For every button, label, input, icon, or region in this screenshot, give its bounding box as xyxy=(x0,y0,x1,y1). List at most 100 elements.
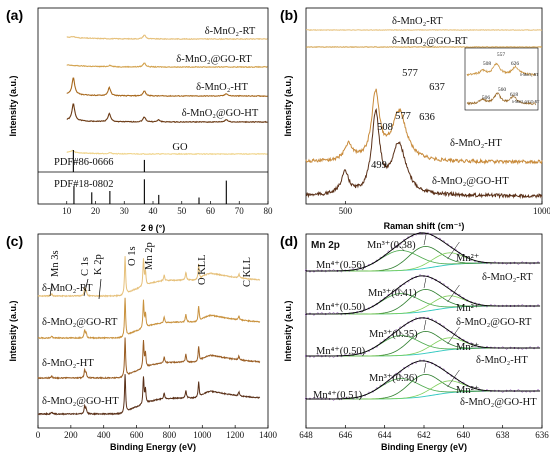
panel-a-label-1: δ-MnO₂-RT xyxy=(205,26,256,37)
tick-label: 0 xyxy=(36,430,41,440)
tick-label: 1400 xyxy=(259,430,278,440)
panel-c-ylabel: Intensity (a.u.) xyxy=(8,300,18,361)
inset-peak-626: 626 xyxy=(511,61,520,67)
panel-d-xlabel: Binding Energy (eV) xyxy=(381,442,467,452)
panel-c-peak-c1s: C 1s xyxy=(80,257,91,276)
panel-d-mn2-4: Mn²⁺ xyxy=(456,385,479,396)
tick-label: 642 xyxy=(417,430,431,440)
panel-b-peak-508: 508 xyxy=(377,122,393,133)
panel-b-inset: 557 508 626 560 506 618 δ-MnO₂-RT δ-MnO₂… xyxy=(464,47,540,111)
panel-c-plot xyxy=(37,256,261,416)
panel-d-mn4-1: Mn⁴⁺(0.56) xyxy=(316,260,366,271)
tick-label: 60 xyxy=(206,206,216,216)
panel-b-ylabel: Intensity (a.u.) xyxy=(283,75,293,136)
panel-c: (c) 0 200 400 600 800 1000 1200 1400 Binding En… xyxy=(6,233,278,452)
inset-label-go-rt: δ-MnO₂@GO-RT xyxy=(512,100,540,104)
tick-label: 30 xyxy=(120,206,130,216)
tick-label: 600 xyxy=(130,430,144,440)
panel-b-label-1: δ-MnO₂-RT xyxy=(392,16,443,27)
panel-b-peak-577-ht: 577 xyxy=(402,68,418,79)
panel-c-label-2: δ-MnO₂@GO-RT xyxy=(42,317,118,328)
panel-d-mn3-1: Mn³⁺(0.38) xyxy=(367,240,416,251)
panel-b-peak-499: 499 xyxy=(371,160,387,171)
mn3-pointer xyxy=(423,277,427,289)
panel-d-mn3-4: Mn³⁺(0.36) xyxy=(369,373,418,384)
tick-label: 70 xyxy=(235,206,245,216)
xrd-series-line xyxy=(66,62,268,69)
panel-b-peak-636: 636 xyxy=(419,112,435,123)
raman-series-line xyxy=(305,29,543,31)
panel-d-series-3: δ-MnO₂-HT xyxy=(476,355,528,366)
panel-a-ref-1: PDF#86-0666 xyxy=(54,157,114,168)
panel-c-peak-ckll: C KLL xyxy=(242,257,253,287)
panel-a-plot xyxy=(38,34,268,204)
panel-b-inset-plot xyxy=(466,62,537,106)
panel-d-mn3-3: Mn³⁺(0.35) xyxy=(369,329,418,340)
mn2-pointer xyxy=(447,326,460,345)
panel-c-letter: (c) xyxy=(6,233,23,249)
panel-c-peak-okll: O KLL xyxy=(197,254,208,285)
tick-label: 1000 xyxy=(193,430,212,440)
mn2p-data-point xyxy=(395,245,398,248)
raman-series-line xyxy=(305,46,543,48)
panel-d-mn2-1: Mn²⁺ xyxy=(456,253,479,264)
xps-survey-line xyxy=(37,374,261,416)
mn4-pointer xyxy=(398,287,405,295)
tick-label: 10 xyxy=(62,206,72,216)
panel-c-peak-k2p: K 2p xyxy=(93,254,104,275)
inset-peak-618: 618 xyxy=(510,92,519,98)
mn2p-fit-line xyxy=(306,275,541,315)
tick-label: 636 xyxy=(535,430,549,440)
panel-c-arrows xyxy=(49,278,102,300)
mn3-pointer xyxy=(423,234,427,246)
tick-label: 648 xyxy=(299,430,313,440)
panel-d-letter: (d) xyxy=(280,233,298,249)
panel-d-mn4-3: Mn⁴⁺(0.50) xyxy=(316,346,366,357)
panel-c-label-1: δ-MnO₂-RT xyxy=(42,283,93,294)
panel-b-ticks: 500 1000 xyxy=(339,201,550,216)
mn2p-data-point xyxy=(387,336,390,339)
panel-a-label-3: δ-MnO₂-HT xyxy=(196,82,248,93)
panel-c-xlabel: Binding Energy (eV) xyxy=(110,442,196,452)
panel-d-plot xyxy=(304,231,541,401)
panel-a: (a) 10 20 30 40 50 60 70 80 2 θ (°) Intensity (… xyxy=(6,7,273,233)
panel-d-title: Mn 2p xyxy=(311,240,340,251)
tick-label: 500 xyxy=(339,206,353,216)
panel-a-label-5: GO xyxy=(172,142,188,153)
panel-c-peak-mn2p: Mn 2p xyxy=(144,242,155,270)
tick-label: 646 xyxy=(339,430,353,440)
panel-c-peak-o1s: O 1s xyxy=(127,246,138,266)
tick-label: 1000 xyxy=(533,206,550,216)
mn2p-fit-line xyxy=(306,232,541,272)
mn3-pointer xyxy=(423,362,427,374)
panel-d-series-2: δ-MnO₂@GO-RT xyxy=(456,317,532,328)
panel-b-label-4: δ-MnO₂@GO-HT xyxy=(432,176,509,187)
panel-d-mn4-2: Mn⁴⁺(0.50) xyxy=(316,302,366,313)
panel-c-label-4: δ-MnO₂@GO-HT xyxy=(42,396,119,407)
panel-d: (d) 648 646 644 642 640 638 636 Mn 2p Binding … xyxy=(280,231,549,452)
panel-c-peak-mn3s: Mn 3s xyxy=(50,250,61,277)
mn2-pointer xyxy=(447,284,460,303)
mn2-pointer xyxy=(447,369,460,388)
tick-label: 80 xyxy=(264,206,274,216)
xps-survey-line xyxy=(37,297,261,340)
panel-d-mn3-2: Mn³⁺(0.41) xyxy=(368,288,417,299)
panel-b-label-2: δ-MnO₂@GO-RT xyxy=(392,36,468,47)
panel-d-series-4: δ-MnO₂@GO-HT xyxy=(460,397,537,408)
xrd-series-line xyxy=(66,77,268,98)
tick-label: 200 xyxy=(64,430,78,440)
mn3-pointer xyxy=(423,319,427,331)
inset-peak-506: 506 xyxy=(482,95,491,101)
panel-a-ref-2: PDF#18-0802 xyxy=(54,179,114,190)
inset-series-line xyxy=(466,92,537,106)
tick-label: 50 xyxy=(177,206,187,216)
xps-survey-line xyxy=(37,256,261,298)
inset-peak-560: 560 xyxy=(498,87,507,93)
mn4-pointer xyxy=(398,329,405,337)
panel-d-mn2-3: Mn²⁺ xyxy=(456,342,479,353)
panel-b-label-3: δ-MnO₂-HT xyxy=(450,138,502,149)
tick-label: 800 xyxy=(163,430,177,440)
panel-b-plot xyxy=(305,29,543,200)
raman-series-line xyxy=(305,108,543,200)
